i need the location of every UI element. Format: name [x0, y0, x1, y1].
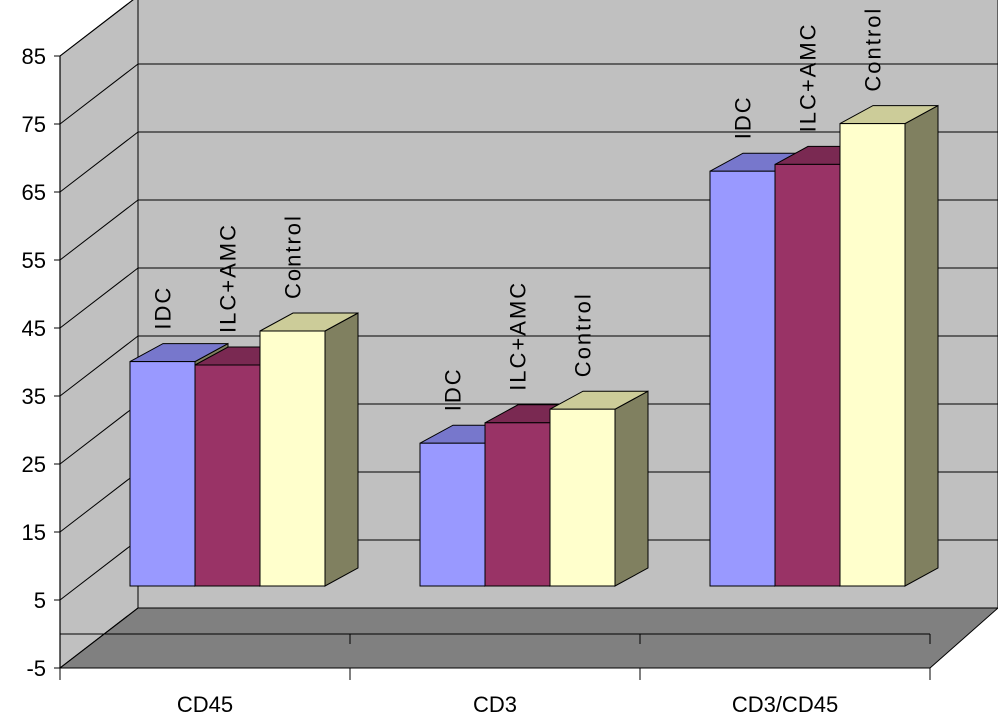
- side-wall: [59, 0, 139, 670]
- gridline-side: [59, 199, 139, 261]
- y-tick-label: 55: [22, 248, 46, 273]
- y-tick-label: 45: [22, 316, 46, 341]
- bar-control-cd3: [549, 408, 616, 587]
- gridline-side: [59, 131, 139, 193]
- gridline-side: [59, 267, 139, 329]
- data-label: IDC: [151, 286, 176, 330]
- bar-idc-cd3-cd45: [709, 170, 776, 587]
- bar-ilc-amc-cd3-cd45: [774, 163, 841, 587]
- bar-ilc-amc-cd45: [194, 364, 261, 587]
- bar-control-cd3-cd45: [839, 123, 906, 587]
- bar-side-face: [904, 104, 939, 587]
- axes: [54, 55, 931, 680]
- x-category-label: CD3: [473, 692, 517, 717]
- gridline-side: [59, 0, 134, 57]
- bar-side-face: [614, 390, 649, 587]
- bar-idc-cd3: [419, 442, 486, 587]
- gridline-side: [59, 539, 139, 601]
- y-tick-label: -5: [26, 656, 46, 681]
- data-label: ILC+AMC: [216, 223, 241, 333]
- y-tick-label: 65: [22, 180, 46, 205]
- y-tick-label: 15: [22, 520, 46, 545]
- bar-idc-cd45: [129, 361, 196, 587]
- y-tick-label: 25: [22, 452, 46, 477]
- data-label: Control: [281, 214, 306, 299]
- bar-control-cd45: [259, 330, 326, 587]
- x-category-label: CD45: [177, 692, 233, 717]
- data-label: Control: [571, 292, 596, 377]
- y-tick-label: 5: [34, 588, 46, 613]
- y-tick-label: 75: [22, 112, 46, 137]
- data-label: IDC: [731, 95, 756, 139]
- y-tick-label: 35: [22, 384, 46, 409]
- bars: [129, 104, 939, 587]
- bar-side-face: [324, 312, 359, 587]
- y-tick-label: 85: [22, 44, 46, 69]
- gridline-side: [59, 607, 139, 669]
- gridline-side: [59, 403, 139, 465]
- data-label: ILC+AMC: [796, 22, 821, 132]
- data-label: Control: [861, 7, 886, 92]
- bar-ilc-amc-cd3: [484, 422, 551, 587]
- gridline-side: [59, 471, 139, 533]
- floor: [58, 607, 998, 669]
- labels: 85 75 65 55 45 35 25 15 5 -5 CD45 CD3 CD3/CD45 IDC ILC…: [22, 7, 886, 717]
- data-label: IDC: [441, 367, 466, 411]
- gridline-side: [59, 63, 139, 125]
- gridline-side: [59, 335, 139, 397]
- data-label: ILC+AMC: [506, 281, 531, 391]
- x-category-label: CD3/CD45: [732, 692, 838, 717]
